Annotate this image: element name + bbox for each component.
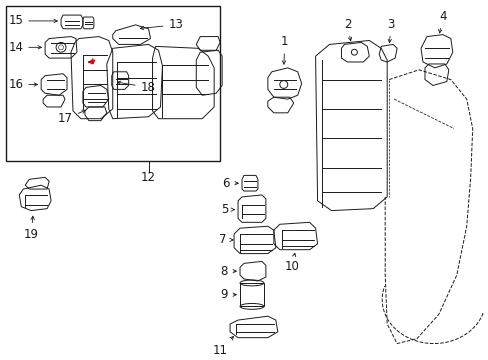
Text: 15: 15 [8,14,57,27]
Text: 3: 3 [386,18,394,43]
Text: 10: 10 [284,253,299,274]
Text: 13: 13 [140,18,183,31]
Text: 4: 4 [438,10,446,33]
Text: 16: 16 [8,78,38,91]
Text: 5: 5 [220,203,234,216]
Text: 8: 8 [220,265,236,278]
Text: 2: 2 [343,18,351,41]
Text: 14: 14 [8,41,41,54]
Text: 19: 19 [24,216,39,241]
Text: 17: 17 [58,110,85,125]
Bar [240,283,264,306]
Text: 11: 11 [213,337,233,356]
Bar [6,6,220,161]
Text: 12: 12 [141,171,156,184]
Text: 1: 1 [281,35,288,64]
Text: 7: 7 [218,233,233,246]
Text: 9: 9 [220,288,236,301]
Text: 18: 18 [117,81,155,94]
Text: 6: 6 [222,177,238,190]
